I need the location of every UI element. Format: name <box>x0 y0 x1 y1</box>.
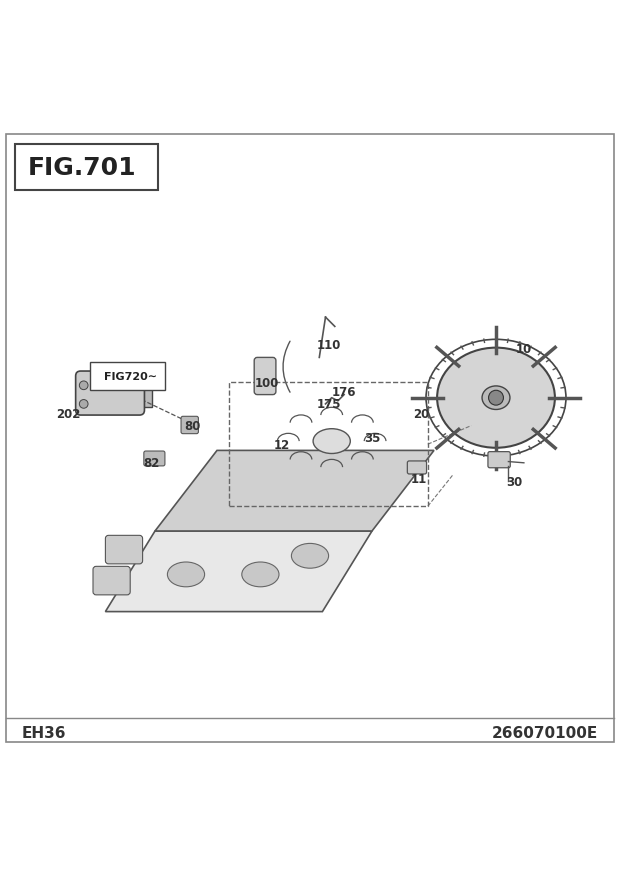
Text: 30: 30 <box>507 475 523 488</box>
Polygon shape <box>155 451 434 531</box>
Text: 35: 35 <box>364 432 380 445</box>
Ellipse shape <box>291 544 329 568</box>
Ellipse shape <box>242 562 279 587</box>
Text: 10: 10 <box>516 342 532 355</box>
FancyBboxPatch shape <box>89 363 165 390</box>
FancyBboxPatch shape <box>407 461 427 474</box>
Ellipse shape <box>313 429 350 454</box>
Text: 202: 202 <box>56 407 81 420</box>
Text: EH36: EH36 <box>22 725 66 740</box>
Text: 266070100E: 266070100E <box>492 725 598 740</box>
Text: 175: 175 <box>316 398 341 411</box>
FancyBboxPatch shape <box>254 358 276 396</box>
Ellipse shape <box>482 387 510 410</box>
Text: FIG720∼: FIG720∼ <box>104 372 157 381</box>
Bar <box>229 382 428 507</box>
FancyBboxPatch shape <box>105 536 143 564</box>
Circle shape <box>79 381 88 390</box>
Text: 11: 11 <box>410 472 427 485</box>
Text: 110: 110 <box>316 339 341 352</box>
Text: 82: 82 <box>144 457 160 470</box>
Text: 12: 12 <box>274 438 290 451</box>
Text: FIG.701: FIG.701 <box>28 156 136 180</box>
Text: 100: 100 <box>254 376 279 389</box>
Text: 176: 176 <box>332 386 356 398</box>
FancyBboxPatch shape <box>144 452 165 467</box>
Circle shape <box>79 400 88 409</box>
Polygon shape <box>105 531 372 612</box>
FancyBboxPatch shape <box>16 145 158 191</box>
Text: 80: 80 <box>184 419 200 432</box>
FancyBboxPatch shape <box>93 567 130 595</box>
Polygon shape <box>140 380 152 408</box>
FancyBboxPatch shape <box>181 417 198 434</box>
FancyBboxPatch shape <box>488 453 510 468</box>
Circle shape <box>489 391 503 406</box>
Ellipse shape <box>437 348 555 448</box>
FancyBboxPatch shape <box>76 372 144 416</box>
Text: 20: 20 <box>414 407 430 420</box>
Ellipse shape <box>167 562 205 587</box>
